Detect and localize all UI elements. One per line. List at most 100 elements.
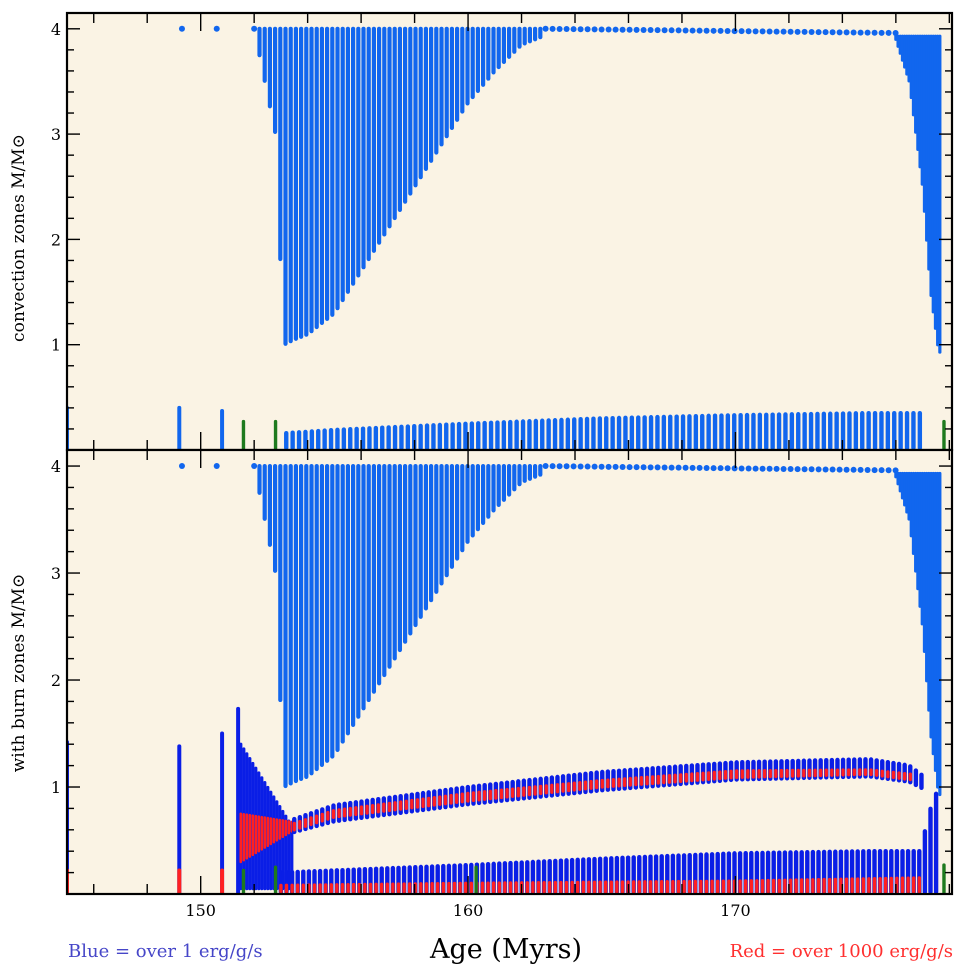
envelope-point: [717, 27, 724, 34]
envelope-point: [871, 467, 878, 474]
envelope-point: [815, 466, 822, 473]
y-tick-label: 3: [51, 125, 61, 144]
bottom-plot-frame: [65, 448, 954, 896]
envelope-point: [178, 463, 185, 470]
envelope-point: [178, 25, 185, 32]
envelope-point: [766, 28, 773, 35]
top-panel: 1 2 3 4 convection zones M/M⊙: [9, 11, 954, 452]
envelope-point: [633, 26, 640, 33]
envelope-point: [766, 465, 773, 472]
envelope-point: [843, 466, 850, 473]
envelope-point: [626, 464, 633, 471]
envelope-point: [822, 29, 829, 36]
x-tick-label: 150: [185, 901, 216, 920]
envelope-point: [542, 25, 549, 32]
envelope-point: [556, 463, 563, 470]
envelope-point: [661, 464, 668, 471]
envelope-point: [626, 26, 633, 33]
bottom-y-axis-label: with burn zones M/M⊙: [9, 574, 29, 773]
envelope-point: [822, 466, 829, 473]
envelope-point: [647, 464, 654, 471]
envelope-point: [682, 464, 689, 471]
envelope-point: [836, 29, 843, 36]
y-tick-label: 1: [51, 336, 61, 355]
envelope-point: [549, 25, 556, 32]
y-tick-label: 1: [51, 778, 61, 797]
envelope-point: [542, 463, 549, 470]
top-data-marks: [67, 25, 946, 450]
envelope-point: [780, 28, 787, 35]
envelope-point: [759, 28, 766, 35]
envelope-point: [668, 464, 675, 471]
envelope-point: [598, 26, 605, 33]
envelope-point: [570, 463, 577, 470]
envelope-point: [850, 466, 857, 473]
envelope-point: [668, 27, 675, 34]
x-axis-label: Age (Myrs): [429, 934, 582, 965]
x-tick-label: 170: [720, 901, 751, 920]
envelope-point: [689, 464, 696, 471]
bottom-data-marks: [67, 463, 946, 894]
envelope-point: [752, 465, 759, 472]
envelope-point: [640, 26, 647, 33]
y-tick-label: 4: [51, 457, 61, 476]
envelope-point: [738, 28, 745, 35]
envelope-point: [731, 28, 738, 35]
envelope-point: [612, 463, 619, 470]
envelope-point: [878, 467, 885, 474]
envelope-point: [251, 25, 258, 32]
envelope-point: [871, 29, 878, 36]
envelope-point: [885, 467, 892, 474]
envelope-point: [724, 465, 731, 472]
envelope-point: [745, 28, 752, 35]
envelope-point: [815, 29, 822, 36]
envelope-point: [563, 463, 570, 470]
top-plot-background: [67, 13, 952, 450]
top-axis-ticks: 1 2 3 4: [51, 13, 952, 450]
envelope-point: [808, 28, 815, 35]
envelope-point: [619, 26, 626, 33]
envelope-point: [682, 27, 689, 34]
bottom-plot-background: [67, 450, 952, 894]
envelope-point: [808, 466, 815, 473]
envelope-point: [591, 26, 598, 33]
envelope-point: [654, 464, 661, 471]
envelope-point: [689, 27, 696, 34]
envelope-point: [892, 30, 899, 37]
top-y-axis-label: convection zones M/M⊙: [9, 134, 29, 342]
envelope-point: [892, 467, 899, 474]
envelope-point: [850, 29, 857, 36]
envelope-point: [794, 28, 801, 35]
envelope-point: [675, 464, 682, 471]
blue-legend-note: Blue = over 1 erg/g/s: [68, 941, 263, 962]
y-tick-label: 4: [51, 20, 61, 39]
envelope-point: [598, 463, 605, 470]
envelope-point: [710, 465, 717, 472]
envelope-point: [251, 463, 258, 470]
envelope-point: [794, 466, 801, 473]
envelope-point: [577, 26, 584, 33]
envelope-point: [878, 29, 885, 36]
y-tick-label: 2: [51, 230, 61, 249]
envelope-point: [647, 27, 654, 34]
envelope-point: [549, 463, 556, 470]
bottom-axis-ticks: 1 2 3 4 150 160 170: [51, 450, 952, 920]
envelope-point: [801, 28, 808, 35]
envelope-point: [584, 26, 591, 33]
envelope-point: [675, 27, 682, 34]
envelope-point: [745, 465, 752, 472]
envelope-point: [836, 466, 843, 473]
envelope-point: [633, 464, 640, 471]
envelope-point: [773, 28, 780, 35]
envelope-point: [724, 27, 731, 34]
envelope-point: [213, 463, 220, 470]
envelope-point: [556, 25, 563, 32]
envelope-point: [584, 463, 591, 470]
envelope-point: [703, 465, 710, 472]
envelope-point: [717, 465, 724, 472]
envelope-point: [801, 466, 808, 473]
envelope-point: [731, 465, 738, 472]
envelope-point: [857, 466, 864, 473]
envelope-point: [857, 29, 864, 36]
